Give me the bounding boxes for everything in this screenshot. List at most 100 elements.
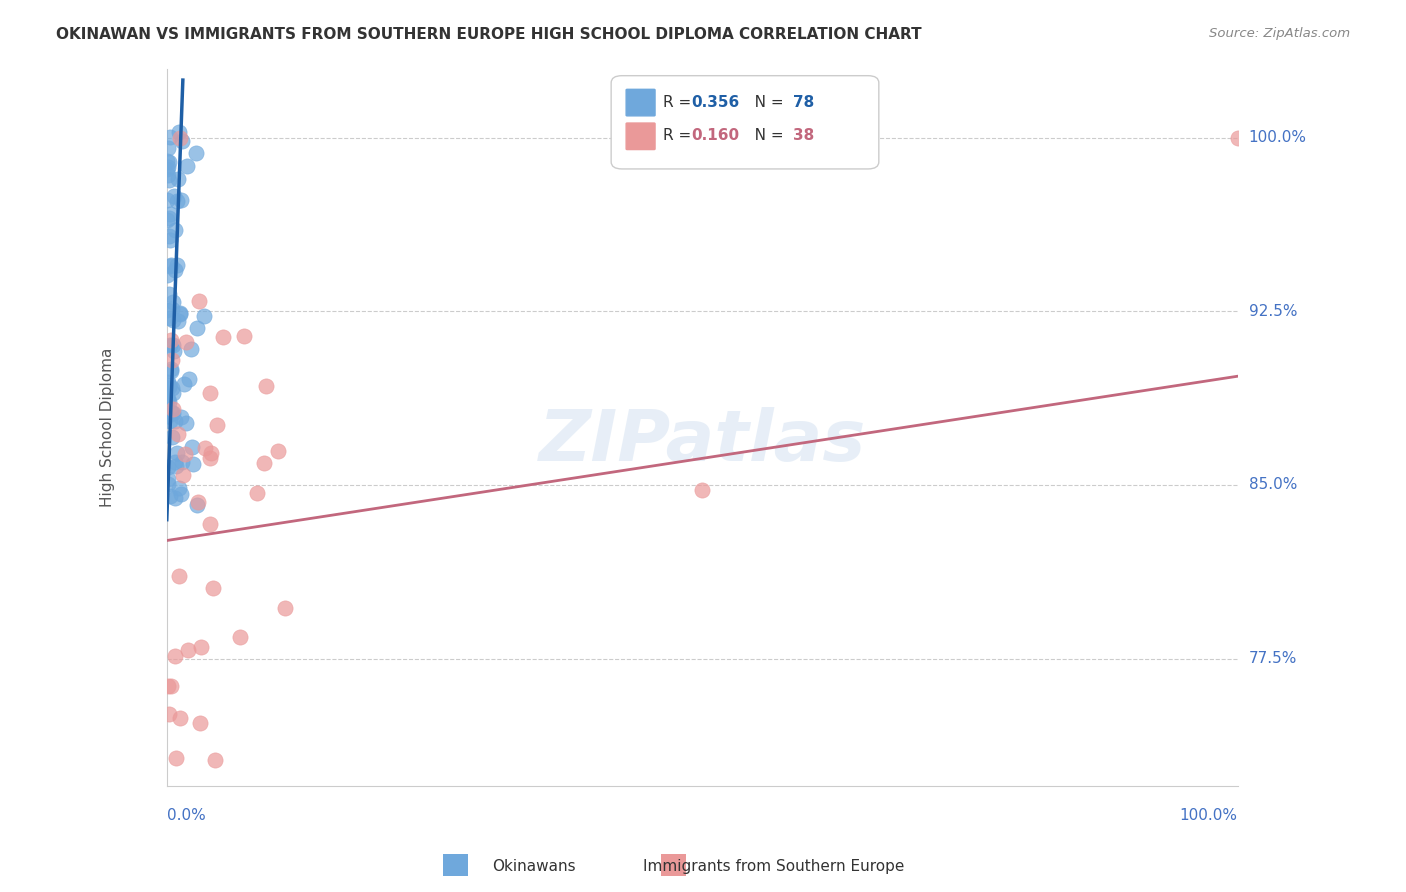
- Okinawans: [159, 233, 181, 247]
- Okinawans: [156, 212, 179, 227]
- Immigrants from Southern Europe: [163, 649, 186, 664]
- Text: Okinawans: Okinawans: [492, 859, 576, 874]
- Immigrants from Southern Europe: [167, 569, 190, 583]
- Okinawans: [156, 268, 179, 283]
- Okinawans: [181, 440, 204, 454]
- Okinawans: [176, 159, 198, 173]
- Okinawans: [156, 141, 179, 155]
- Immigrants from Southern Europe: [1226, 131, 1249, 145]
- Okinawans: [169, 482, 191, 496]
- Okinawans: [159, 414, 181, 428]
- Text: 77.5%: 77.5%: [1249, 651, 1296, 666]
- Okinawans: [163, 414, 186, 428]
- Okinawans: [157, 392, 180, 407]
- Immigrants from Southern Europe: [200, 446, 222, 460]
- Immigrants from Southern Europe: [254, 378, 277, 392]
- Okinawans: [159, 207, 181, 221]
- Okinawans: [159, 364, 181, 378]
- Immigrants from Southern Europe: [204, 753, 226, 767]
- Okinawans: [170, 487, 193, 501]
- Okinawans: [169, 125, 191, 139]
- Okinawans: [156, 391, 179, 405]
- FancyBboxPatch shape: [626, 123, 655, 150]
- Text: R =: R =: [662, 128, 696, 144]
- Immigrants from Southern Europe: [690, 483, 713, 497]
- Immigrants from Southern Europe: [253, 456, 276, 470]
- Okinawans: [157, 472, 180, 486]
- Okinawans: [159, 130, 181, 145]
- Immigrants from Southern Europe: [211, 330, 233, 344]
- Okinawans: [159, 258, 181, 272]
- FancyBboxPatch shape: [612, 76, 879, 169]
- Okinawans: [156, 303, 179, 318]
- Text: 38: 38: [793, 128, 814, 144]
- Immigrants from Southern Europe: [201, 581, 224, 595]
- Okinawans: [174, 417, 197, 431]
- Okinawans: [156, 154, 179, 169]
- Immigrants from Southern Europe: [188, 294, 211, 309]
- Okinawans: [172, 455, 194, 469]
- Immigrants from Southern Europe: [198, 517, 221, 532]
- Immigrants from Southern Europe: [172, 468, 194, 483]
- Okinawans: [157, 154, 180, 169]
- Immigrants from Southern Europe: [190, 640, 212, 654]
- Okinawans: [162, 312, 184, 326]
- Immigrants from Southern Europe: [266, 443, 288, 458]
- Okinawans: [156, 409, 179, 423]
- Immigrants from Southern Europe: [188, 715, 211, 730]
- Okinawans: [177, 372, 200, 386]
- Okinawans: [162, 189, 184, 203]
- Okinawans: [163, 263, 186, 277]
- Okinawans: [157, 476, 180, 491]
- Okinawans: [170, 134, 193, 148]
- Immigrants from Southern Europe: [233, 329, 256, 343]
- Okinawans: [157, 228, 180, 243]
- Okinawans: [156, 383, 179, 397]
- Okinawans: [159, 260, 181, 274]
- Text: 92.5%: 92.5%: [1249, 304, 1298, 319]
- Immigrants from Southern Europe: [194, 441, 217, 455]
- Okinawans: [157, 286, 180, 301]
- Okinawans: [160, 430, 183, 444]
- Text: R =: R =: [662, 95, 696, 110]
- Immigrants from Southern Europe: [160, 679, 183, 693]
- Immigrants from Southern Europe: [176, 334, 198, 349]
- Immigrants from Southern Europe: [205, 417, 228, 432]
- Immigrants from Southern Europe: [169, 711, 191, 725]
- Immigrants from Southern Europe: [186, 495, 208, 509]
- Okinawans: [163, 222, 186, 236]
- Immigrants from Southern Europe: [246, 486, 269, 500]
- Okinawans: [156, 193, 179, 207]
- Text: 0.160: 0.160: [692, 128, 740, 144]
- Immigrants from Southern Europe: [160, 333, 183, 347]
- Okinawans: [166, 446, 188, 460]
- Okinawans: [157, 380, 180, 394]
- Immigrants from Southern Europe: [165, 751, 187, 765]
- Okinawans: [157, 377, 180, 392]
- Okinawans: [170, 193, 193, 207]
- Okinawans: [159, 311, 181, 326]
- Text: ZIPatlas: ZIPatlas: [538, 407, 866, 476]
- Okinawans: [186, 321, 208, 335]
- Okinawans: [159, 338, 181, 352]
- Immigrants from Southern Europe: [156, 679, 179, 693]
- Okinawans: [159, 489, 181, 503]
- Okinawans: [156, 162, 179, 177]
- Okinawans: [169, 306, 191, 320]
- Immigrants from Southern Europe: [228, 630, 250, 644]
- Okinawans: [186, 499, 208, 513]
- Okinawans: [162, 406, 184, 420]
- FancyBboxPatch shape: [626, 89, 655, 116]
- Okinawans: [156, 161, 179, 175]
- Text: High School Diploma: High School Diploma: [100, 348, 115, 507]
- Immigrants from Southern Europe: [160, 352, 183, 367]
- Immigrants from Southern Europe: [162, 401, 184, 416]
- Okinawans: [180, 342, 202, 356]
- Okinawans: [193, 310, 215, 324]
- Okinawans: [166, 194, 188, 209]
- Okinawans: [156, 169, 179, 183]
- Okinawans: [169, 307, 191, 321]
- Okinawans: [167, 171, 190, 186]
- Okinawans: [181, 457, 204, 471]
- Text: Source: ZipAtlas.com: Source: ZipAtlas.com: [1209, 27, 1350, 40]
